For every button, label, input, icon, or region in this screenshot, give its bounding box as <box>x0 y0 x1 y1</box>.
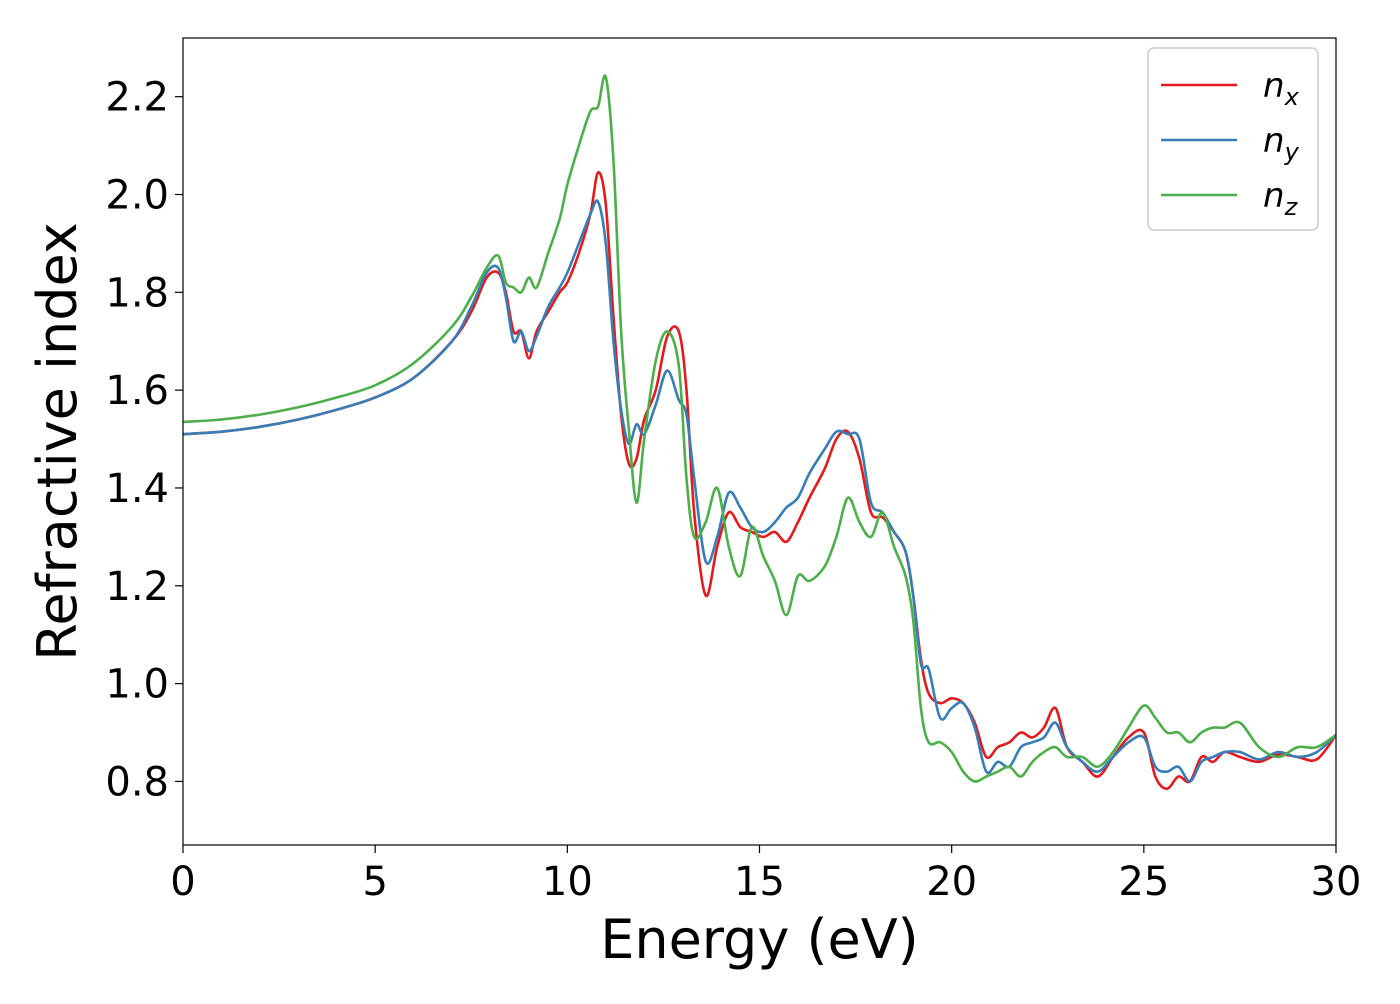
y-tick-label: 1.4 <box>105 466 169 512</box>
x-tick-label: 20 <box>926 859 977 905</box>
y-tick-label: 1.2 <box>105 564 169 610</box>
y-axis: 0.8 1.0 1.2 1.4 1.6 1.8 2.0 2.2 <box>105 75 183 805</box>
x-tick-label: 0 <box>170 859 195 905</box>
y-tick-label: 2.0 <box>105 173 169 219</box>
x-axis-title: Energy (eV) <box>600 908 919 971</box>
y-tick-label: 1.6 <box>105 368 169 414</box>
legend-entry-nx: nx <box>1161 66 1300 111</box>
series-line-nx <box>183 171 1336 791</box>
y-tick-label: 1.8 <box>105 270 169 316</box>
series-layer <box>183 74 1336 791</box>
y-tick-label: 2.2 <box>105 75 169 121</box>
series-line-nz <box>183 74 1336 783</box>
x-axis: 0 5 10 15 20 25 30 <box>170 845 1361 905</box>
x-tick-label: 30 <box>1311 859 1362 905</box>
x-tick-label: 5 <box>362 859 387 905</box>
x-tick-label: 15 <box>734 859 785 905</box>
y-axis-title: Refractive index <box>26 222 89 661</box>
y-tick-label: 1.0 <box>105 662 169 708</box>
x-tick-label: 25 <box>1118 859 1169 905</box>
x-tick-label: 10 <box>542 859 593 905</box>
series-line-ny <box>183 199 1336 783</box>
y-tick-label: 0.8 <box>105 759 169 805</box>
